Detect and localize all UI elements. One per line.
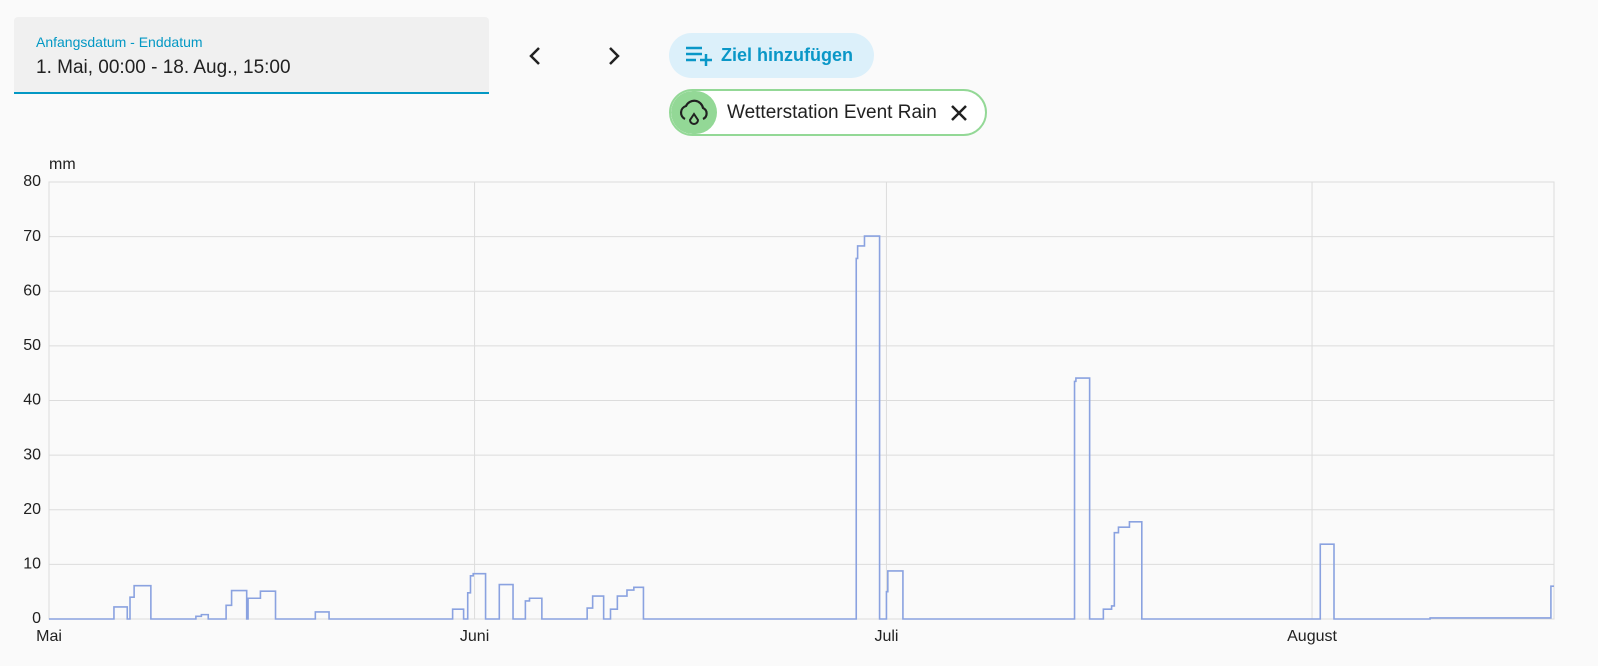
date-range-label: Anfangsdatum - Enddatum <box>36 34 203 50</box>
y-tick-label: 30 <box>23 446 41 463</box>
next-button[interactable] <box>609 47 620 65</box>
prev-button[interactable] <box>529 47 540 65</box>
nav-arrows <box>529 47 620 65</box>
chip-label: Wetterstation Event Rain <box>727 102 937 123</box>
y-tick-label: 60 <box>23 282 41 299</box>
target-chip: Wetterstation Event Rain <box>669 89 987 136</box>
remove-button[interactable] <box>950 104 968 122</box>
chip-icon <box>671 91 717 134</box>
y-tick-label: 50 <box>23 337 41 354</box>
x-tick-label: Mai <box>36 628 62 645</box>
y-tick-label: 10 <box>23 556 41 573</box>
y-tick-label: 40 <box>23 392 41 409</box>
chart: mm 0 10 20 30 40 50 60 70 80 Mai Juni Juli August <box>23 156 1555 645</box>
y-tick-label: 70 <box>23 228 41 245</box>
y-tick-label: 20 <box>23 501 41 518</box>
date-range-field[interactable]: Anfangsdatum - Enddatum 1. Mai, 00:00 - … <box>14 17 489 94</box>
x-tick-label: Juni <box>460 628 489 645</box>
y-tick-label: 0 <box>32 610 41 627</box>
add-icon <box>686 46 712 66</box>
add-target-label: Ziel hinzufügen <box>721 45 853 65</box>
add-target-button[interactable]: Ziel hinzufügen <box>669 33 874 78</box>
cloud-icon <box>679 99 708 125</box>
data-line <box>49 235 1554 620</box>
y-tick-label: 80 <box>23 173 41 190</box>
date-range-value: 1. Mai, 00:00 - 18. Aug., 15:00 <box>36 57 291 78</box>
y-axis-unit: mm <box>49 156 76 173</box>
x-tick-label: August <box>1287 628 1337 645</box>
x-tick-label: Juli <box>874 628 898 645</box>
